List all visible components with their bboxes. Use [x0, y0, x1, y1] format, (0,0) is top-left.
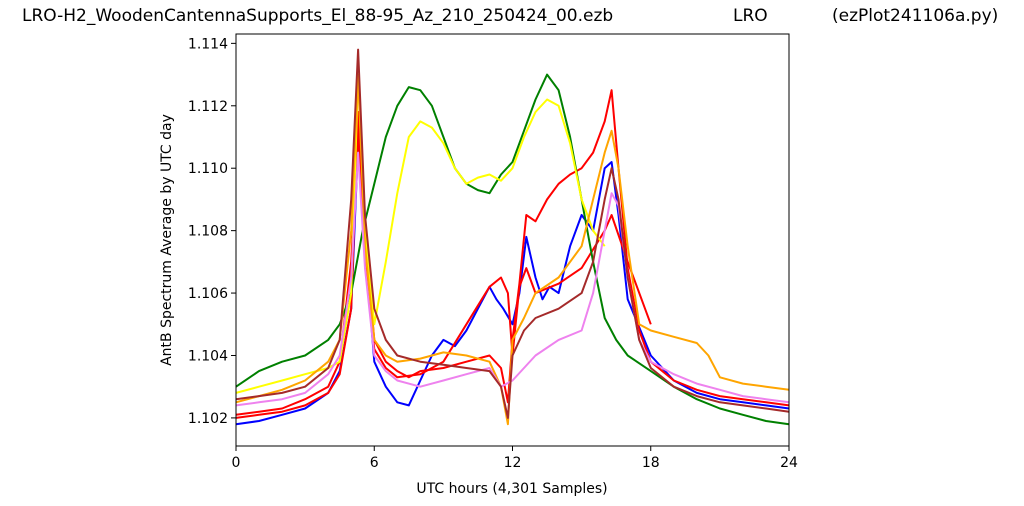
y-tick-label: 1.108 — [188, 224, 228, 240]
y-tick-label: 1.106 — [188, 286, 228, 302]
y-tick-label: 1.104 — [188, 348, 228, 364]
series-line-4 — [235, 73, 790, 426]
title-right: (ezPlot241106a.py) — [832, 6, 999, 26]
x-tick-label: 18 — [642, 455, 660, 471]
y-tick-label: 1.110 — [188, 161, 228, 177]
x-tick-label: 0 — [232, 455, 241, 471]
x-tick-label: 6 — [370, 455, 379, 471]
series-line-8 — [235, 48, 790, 419]
y-tick-label: 1.112 — [188, 99, 228, 115]
axis-ticks: 0 6 12 18 24 1.102 1.104 1.106 1.108 1.110 1.112 1.… — [188, 36, 798, 471]
y-tick-label: 1.114 — [188, 36, 228, 52]
series-line-3 — [235, 129, 652, 416]
x-tick-label: 24 — [780, 455, 798, 471]
series-lines — [235, 48, 790, 426]
series-line-5 — [235, 73, 606, 394]
title-left: LRO-H2_WoodenCantennaSupports_El_88-95_A… — [22, 6, 614, 26]
x-axis-label: UTC hours (4,301 Samples) — [416, 481, 607, 497]
series-line-7 — [235, 151, 790, 407]
x-tick-label: 12 — [504, 455, 522, 471]
y-tick-label: 1.102 — [188, 411, 228, 427]
y-axis-label: AntB Spectrum Average by UTC day — [159, 114, 175, 366]
plot-frame — [235, 33, 790, 447]
title-row: LRO-H2_WoodenCantennaSupports_El_88-95_A… — [0, 6, 1024, 30]
title-center: LRO — [733, 6, 768, 26]
series-line-6 — [235, 73, 790, 426]
